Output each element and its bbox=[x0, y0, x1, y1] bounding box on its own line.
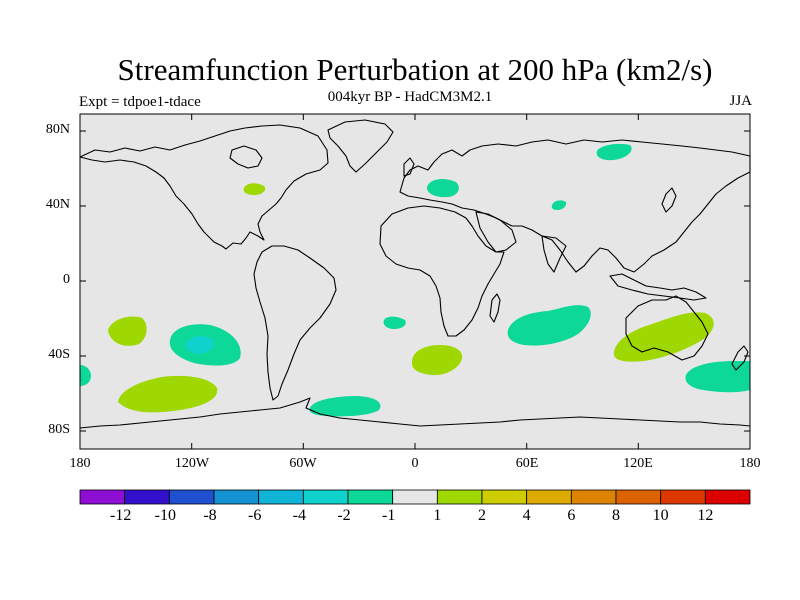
anomaly-south-atlantic-positive bbox=[411, 345, 463, 376]
colorbar-swatch-1 bbox=[124, 489, 170, 505]
season-label: JJA bbox=[729, 93, 752, 109]
lon-label-60w: 60W bbox=[289, 456, 317, 471]
colorbar-swatch-14 bbox=[704, 489, 751, 505]
colorbar-swatch-3 bbox=[213, 489, 260, 505]
lon-label-180w: 180 bbox=[69, 456, 91, 471]
colorbar-label: 2 bbox=[478, 507, 486, 524]
anomaly-south-pacific-positive bbox=[108, 316, 147, 346]
coast-japan bbox=[661, 187, 677, 213]
lon-label-0: 0 bbox=[411, 456, 419, 471]
colorbar-label: 1 bbox=[433, 507, 442, 524]
anomaly-layer bbox=[80, 143, 750, 417]
lon-label-180e: 180 bbox=[739, 456, 761, 471]
colorbar-swatch-4 bbox=[258, 489, 304, 505]
anomaly-south-atlantic-small-negative bbox=[383, 316, 406, 329]
page-title: Streamfunction Perturbation at 200 hPa (… bbox=[117, 52, 713, 87]
colorbar-label: 4 bbox=[522, 507, 531, 524]
anomaly-siberia-negative bbox=[596, 143, 632, 161]
colorbar-label: -8 bbox=[203, 507, 217, 524]
lon-label-60e: 60E bbox=[515, 456, 539, 471]
anomaly-north-america-positive bbox=[243, 183, 266, 195]
coast-hudson-bay bbox=[229, 145, 263, 169]
coast-new-zealand bbox=[731, 345, 749, 371]
colorbar-swatch-8 bbox=[436, 489, 483, 505]
anomaly-australia-positive bbox=[613, 312, 714, 362]
coast-antarctica bbox=[79, 397, 751, 429]
colorbar-label: -12 bbox=[109, 507, 132, 524]
colorbar-swatch-11 bbox=[570, 489, 617, 505]
colorbar-label: 12 bbox=[697, 507, 714, 524]
anomaly-new-zealand-negative bbox=[685, 361, 750, 393]
colorbar-swatch-13 bbox=[660, 489, 706, 505]
coastlines bbox=[79, 119, 751, 429]
coast-greenland bbox=[327, 119, 394, 173]
colorbar-swatch-5 bbox=[302, 489, 349, 505]
colorbar-swatch-6 bbox=[347, 489, 394, 505]
colorbar-label: -10 bbox=[154, 507, 176, 524]
anomaly-southwest-pacific-high-lat-positive bbox=[118, 375, 218, 413]
anomaly-southeast-pacific-core bbox=[185, 336, 214, 354]
lat-label-80s: 80S bbox=[48, 422, 70, 437]
lon-label-120w: 120W bbox=[174, 456, 210, 471]
experiment-label: Expt = tdpoe1-tdace bbox=[79, 94, 201, 110]
coast-madagascar bbox=[489, 293, 501, 323]
coast-south-america bbox=[253, 245, 337, 401]
colorbar-label: -4 bbox=[292, 507, 306, 524]
colorbar-swatch-10 bbox=[526, 489, 572, 505]
colorbar-label: 8 bbox=[612, 507, 620, 524]
coast-indonesia bbox=[609, 273, 707, 301]
coast-eurasia bbox=[399, 139, 751, 273]
coast-arabia bbox=[475, 211, 517, 253]
colorbar-label: -1 bbox=[381, 507, 396, 524]
colorbar-label: 10 bbox=[652, 507, 669, 524]
axis-ticks bbox=[80, 114, 750, 449]
colorbar-label: -2 bbox=[337, 507, 351, 524]
anomaly-west-edge-negative bbox=[80, 365, 91, 386]
lat-label-80n: 80N bbox=[45, 122, 70, 137]
colorbar-swatch-12 bbox=[615, 489, 662, 505]
anomaly-europe-negative bbox=[426, 179, 459, 198]
colorbar-label: -6 bbox=[247, 507, 262, 524]
coast-africa bbox=[379, 205, 505, 337]
colorbar-swatch-2 bbox=[168, 489, 215, 505]
lon-label-120e: 120E bbox=[623, 456, 653, 471]
anomaly-indian-ocean-negative bbox=[507, 305, 591, 346]
lat-label-40n: 40N bbox=[45, 197, 70, 212]
coast-north-america bbox=[79, 124, 329, 250]
anomaly-central-asia-negative bbox=[551, 200, 567, 210]
colorbar-label: 6 bbox=[567, 507, 576, 524]
subtitle: 004kyr BP - HadCM3M2.1 bbox=[327, 89, 493, 105]
colorbar-swatch-9 bbox=[481, 489, 528, 505]
colorbar-swatch-0 bbox=[79, 489, 126, 505]
coast-australia bbox=[625, 295, 709, 361]
lat-label-40s: 40S bbox=[48, 347, 70, 362]
colorbar-swatch-7 bbox=[392, 489, 438, 505]
colorbar bbox=[79, 489, 751, 505]
lat-label-0: 0 bbox=[63, 272, 70, 287]
anomaly-southern-ocean-negative bbox=[309, 396, 381, 417]
coast-british-isles bbox=[403, 157, 415, 177]
coast-india bbox=[541, 235, 567, 273]
